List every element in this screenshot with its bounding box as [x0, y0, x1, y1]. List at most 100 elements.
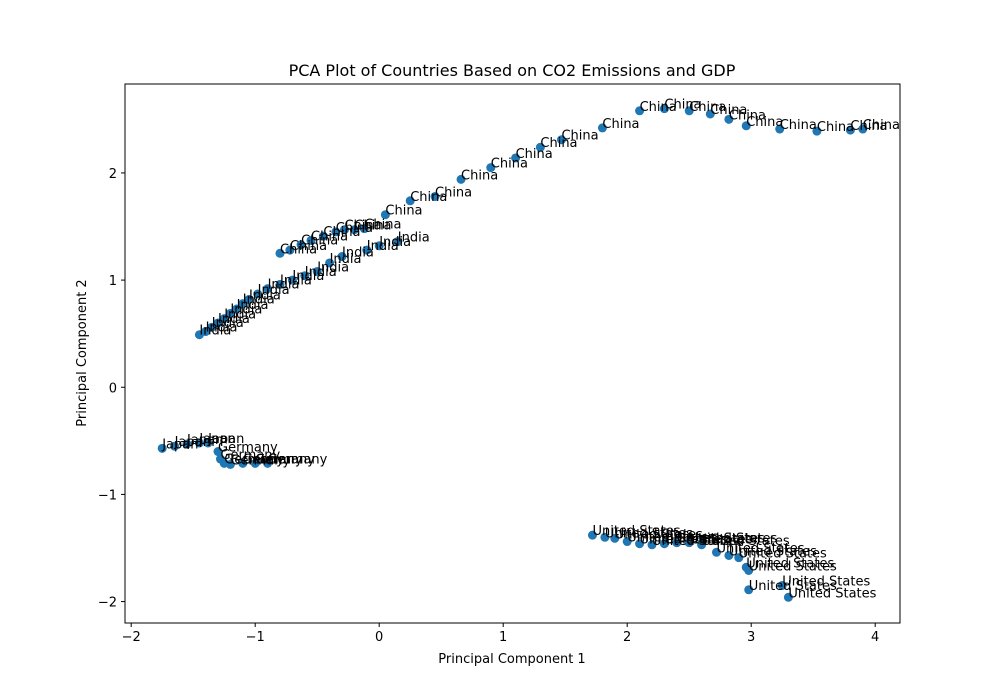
x-axis-ticks: −2 −1 0 1 2 3 4	[122, 623, 879, 645]
point-label: Germany	[243, 452, 303, 467]
data-point	[777, 580, 787, 590]
point-label: India	[379, 235, 411, 250]
data-point	[349, 225, 359, 235]
point-label: Japan	[174, 435, 211, 450]
point-label: India	[330, 252, 362, 267]
x-tick-label: 1	[499, 630, 507, 645]
x-tick-label: 4	[871, 630, 879, 645]
data-point	[597, 123, 607, 133]
data-point	[697, 540, 707, 550]
data-point	[232, 304, 242, 314]
point-label: Germany	[224, 452, 284, 467]
data-point	[556, 135, 566, 145]
data-point	[744, 585, 754, 595]
data-point	[253, 289, 263, 299]
data-point	[296, 240, 306, 250]
point-label: China	[290, 239, 327, 254]
point-label: China	[710, 103, 747, 118]
point-label: China	[364, 218, 401, 233]
data-point	[380, 210, 390, 220]
point-label: Germany	[255, 452, 315, 467]
data-point	[705, 109, 715, 119]
point-label: China	[561, 129, 598, 144]
data-point	[724, 550, 734, 560]
data-point	[157, 443, 167, 453]
point-label: United States	[739, 547, 827, 562]
point-label: China	[817, 120, 854, 135]
data-point	[622, 537, 632, 547]
point-label: China	[729, 108, 766, 123]
point-label: India	[249, 288, 281, 303]
data-point	[535, 142, 545, 152]
data-point	[275, 248, 285, 258]
y-tick-label: −2	[98, 596, 117, 611]
data-point	[170, 441, 180, 451]
point-label: China	[863, 118, 900, 133]
data-point	[263, 284, 273, 294]
point-label: United States	[592, 524, 680, 539]
point-label: United States	[652, 534, 740, 549]
data-point	[194, 438, 204, 448]
point-label: China	[746, 115, 783, 130]
point-label: Germany	[268, 452, 328, 467]
point-label: Japan	[186, 433, 223, 448]
data-point	[456, 174, 466, 184]
point-label: United States	[677, 532, 765, 547]
data-point	[600, 532, 610, 542]
point-label: India	[280, 273, 312, 288]
data-point	[318, 231, 328, 241]
x-tick-label: 3	[747, 630, 755, 645]
data-point	[182, 439, 192, 449]
point-label: India	[317, 261, 349, 276]
data-point	[635, 106, 645, 116]
data-point	[312, 267, 322, 277]
data-point	[287, 275, 297, 285]
data-point	[775, 124, 785, 134]
data-point	[244, 294, 254, 304]
point-label: Japan	[161, 437, 198, 452]
data-point	[744, 565, 754, 575]
data-point	[238, 458, 248, 468]
point-label: United States	[627, 531, 715, 546]
point-label: United States	[702, 534, 790, 549]
data-point	[684, 538, 694, 548]
point-label: China	[689, 100, 726, 115]
point-label: China	[602, 117, 639, 132]
point-label: Germany	[230, 453, 290, 468]
point-label: United States	[749, 579, 837, 594]
point-label: India	[224, 308, 256, 323]
data-point	[405, 196, 415, 206]
data-point	[430, 192, 440, 202]
data-point	[393, 237, 403, 247]
point-label: India	[199, 324, 231, 339]
point-label: China	[435, 186, 472, 201]
point-labels-layer: ChinaChinaChinaChinaChinaChinaChinaChina…	[161, 98, 900, 602]
point-label: India	[218, 312, 250, 327]
point-label: China	[780, 118, 817, 133]
data-point	[783, 592, 793, 602]
data-point	[647, 540, 657, 550]
point-label: India	[305, 265, 337, 280]
data-point	[250, 458, 260, 468]
chart-title: PCA Plot of Countries Based on CO2 Emiss…	[289, 61, 736, 80]
point-label: United States	[749, 559, 837, 574]
data-point	[306, 235, 316, 245]
data-point	[845, 125, 855, 135]
point-label: China	[354, 219, 391, 234]
point-label: India	[342, 246, 374, 261]
point-label: India	[292, 269, 324, 284]
point-label: Japan	[207, 432, 244, 447]
x-tick-label: 0	[375, 630, 383, 645]
data-point	[724, 114, 734, 124]
point-label: India	[367, 239, 399, 254]
data-point	[610, 533, 620, 543]
point-label: United States	[746, 556, 834, 571]
data-point	[331, 227, 341, 237]
data-point	[362, 245, 372, 255]
data-point	[511, 153, 521, 163]
data-point	[741, 121, 751, 131]
point-label: China	[850, 119, 887, 134]
y-tick-label: 1	[109, 274, 117, 289]
